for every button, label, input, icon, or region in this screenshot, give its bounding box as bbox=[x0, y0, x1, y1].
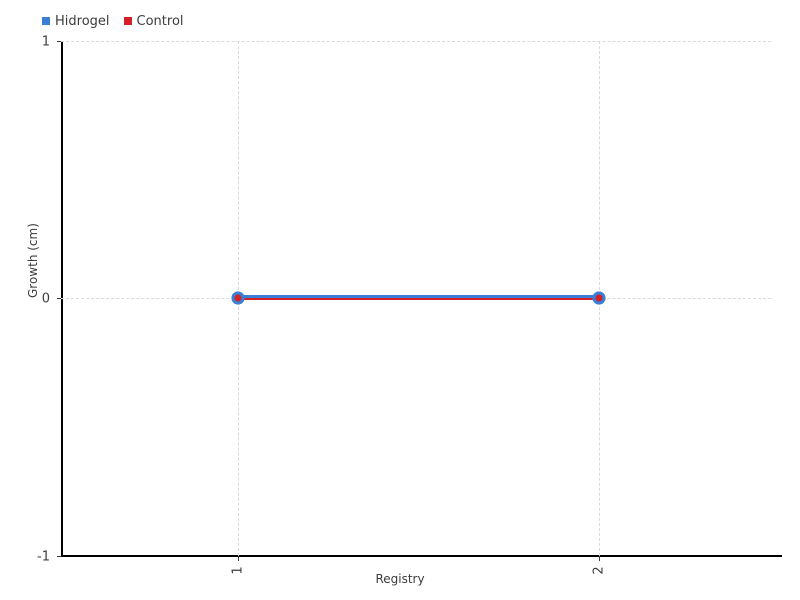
legend-swatch-control bbox=[123, 17, 132, 25]
y-tick-label-0: 0 bbox=[41, 291, 50, 307]
legend-item-hidrogel[interactable]: Hidrogel bbox=[42, 15, 110, 28]
gridline-y-1 bbox=[61, 41, 771, 42]
x-tick-2 bbox=[599, 556, 600, 561]
legend-swatch-hidrogel bbox=[42, 17, 50, 25]
x-tick-1 bbox=[238, 556, 239, 561]
y-tick-label-neg1: -1 bbox=[37, 549, 50, 565]
y-tick-label-1: 1 bbox=[41, 34, 50, 50]
chart-legend: Hidrogel Control bbox=[42, 12, 184, 30]
plot-area: 1 0 -1 bbox=[37, 35, 771, 565]
legend-item-control[interactable]: Control bbox=[123, 13, 184, 29]
series-line-hidrogel bbox=[238, 295, 599, 298]
legend-label-hidrogel: Hidrogel bbox=[55, 13, 110, 29]
y-tick-1: 1 bbox=[42, 35, 61, 50]
y-axis-title: Growth (cm) bbox=[26, 223, 40, 298]
x-axis-line bbox=[61, 555, 782, 557]
x-axis-title: Registry bbox=[375, 572, 425, 586]
y-tick-0: 0 bbox=[42, 292, 61, 307]
data-point-control-2[interactable] bbox=[592, 291, 606, 305]
y-tick-neg1: -1 bbox=[37, 550, 61, 565]
series-line-control bbox=[238, 297, 599, 300]
data-point-control-1[interactable] bbox=[231, 291, 245, 305]
legend-label-control: Control bbox=[136, 13, 184, 29]
